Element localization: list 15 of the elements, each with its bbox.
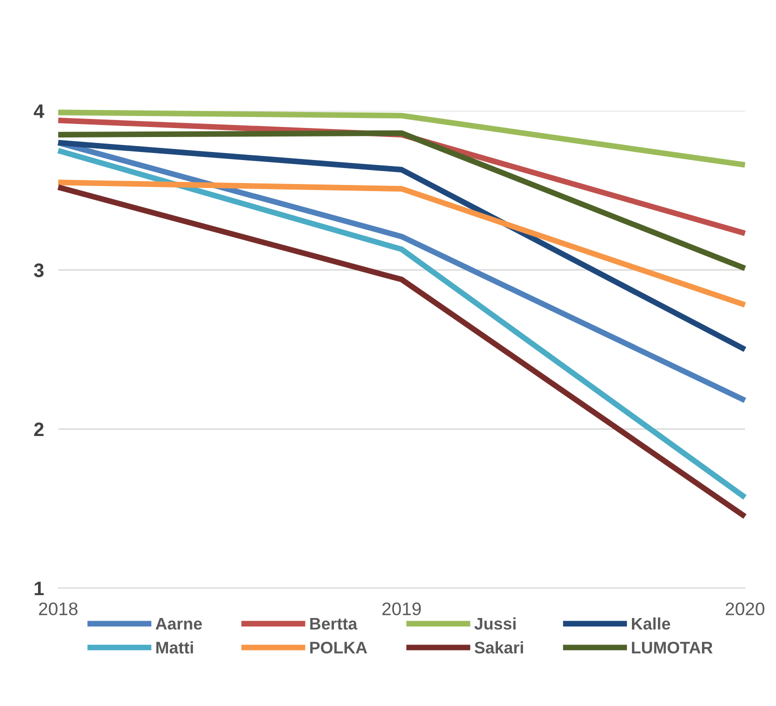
legend-label: Kalle [632,617,670,630]
y-tick-label: 1 [34,582,44,596]
legend-label: LUMOTAR [632,642,713,654]
legend-label: Sakari [474,641,523,654]
x-tick-label: 2020 [726,602,764,616]
y-tick-label: 3 [34,263,44,278]
legend-label: Aarne [156,618,202,630]
legend-label: Bertta [310,618,358,630]
legend-label: Jussi [474,617,516,630]
legend-label: POLKA [310,642,368,654]
x-tick-label: 2019 [382,602,421,616]
x-tick-label: 2018 [39,602,78,616]
legend-label: Matti [156,641,193,654]
y-tick-label: 4 [34,104,44,118]
y-tick-label: 2 [34,422,44,436]
